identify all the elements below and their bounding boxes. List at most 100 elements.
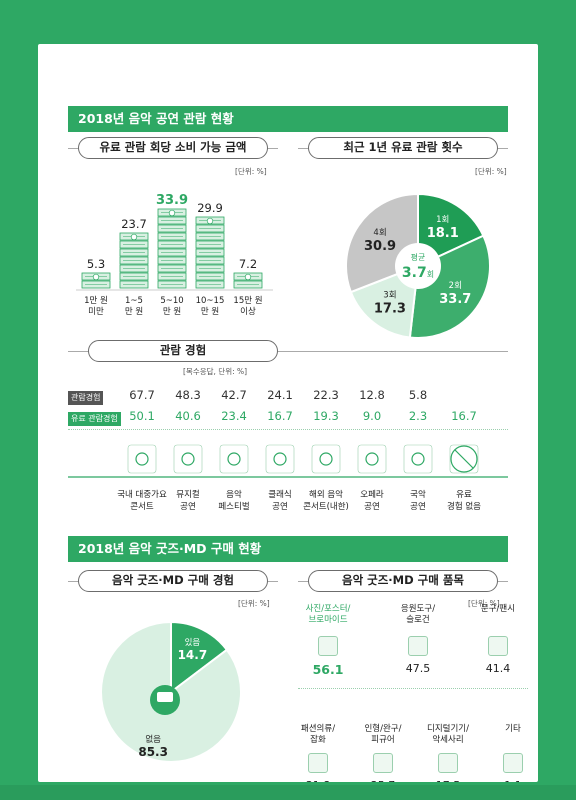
purchase-pie-value: 85.3 xyxy=(138,745,168,759)
spend-bar-value: 33.9 xyxy=(156,193,188,208)
purchase-pie-label: 없음 xyxy=(145,735,161,745)
spend-title: 유료 관람 회당 소비 가능 금액 xyxy=(78,137,268,159)
experience-value: 12.8 xyxy=(359,388,385,402)
goods-item-label: 문구/팬시 xyxy=(480,604,516,614)
experience-value: 42.7 xyxy=(221,388,247,402)
spend-category-label: 이상 xyxy=(240,306,256,317)
section2-header: 2018년 음악 굿즈·MD 구매 현황 xyxy=(68,536,508,562)
paid-experience-value: 50.1 xyxy=(129,409,155,423)
clothing-icon xyxy=(308,753,328,773)
goods-item-label: 인형/완구/피규어 xyxy=(364,724,402,745)
smartphone-icon xyxy=(438,753,458,773)
infographic-page: 2018년 음악 공연 관람 현황 유료 관람 회당 소비 가능 금액 [단위:… xyxy=(38,44,538,782)
goods-item-label: 패션의류/잡화 xyxy=(300,724,336,745)
spend-unit: [단위: %] xyxy=(235,167,267,176)
purchase-pie-label: 있음 xyxy=(185,637,201,648)
spend-category-label: 10~15 xyxy=(196,296,225,306)
spend-category-label: 5~10 xyxy=(160,296,183,306)
average-label: 평균 xyxy=(411,252,426,262)
count-title: 최근 1년 유료 관람 횟수 xyxy=(308,137,498,159)
goods-item-value: 41.4 xyxy=(485,662,511,675)
shopping-bag-icon xyxy=(503,753,523,773)
purchase-unit: [단위: %] xyxy=(238,599,270,608)
spend-bar xyxy=(195,216,225,289)
goods-item-value: 56.1 xyxy=(312,662,344,677)
count-pie-slice xyxy=(349,264,420,339)
experience-category: 국악 공연 xyxy=(410,490,426,512)
spend-bar-value: 29.9 xyxy=(197,201,223,215)
experience-title-line xyxy=(68,351,508,352)
festival-stage-icon xyxy=(219,444,249,474)
goods-item-label: 사진/포스터/브로마이드 xyxy=(305,604,351,625)
spend-bar xyxy=(119,232,149,289)
goods-item-value: 25.7 xyxy=(353,779,413,782)
spend-category-label: 만 원 xyxy=(201,307,219,317)
spend-bar xyxy=(81,272,111,289)
count-pie-value: 18.1 xyxy=(427,226,459,241)
goods-item-value: 31.8 xyxy=(288,779,348,782)
experience-category: 클래식 공연 xyxy=(268,490,292,512)
experience-category: 뮤지컬 공연 xyxy=(176,490,200,512)
gayageum-icon xyxy=(403,444,433,474)
average-value: 3.7회 xyxy=(402,265,434,281)
spend-category-label: 1만 원 xyxy=(84,296,108,306)
experience-value: 48.3 xyxy=(175,388,201,402)
section1-header: 2018년 음악 공연 관람 현황 xyxy=(68,106,508,132)
count-pie-value: 30.9 xyxy=(364,239,396,254)
experience-category: 오페라 공연 xyxy=(360,490,384,512)
spend-bar-value: 23.7 xyxy=(121,217,147,231)
drum-kit-icon xyxy=(127,444,157,474)
cheering-stick-icon xyxy=(408,636,428,656)
experience-category: 해외 음악 콘서트(내한) xyxy=(303,490,349,512)
no-ticket-icon xyxy=(449,444,479,474)
experience-icons xyxy=(68,444,508,478)
experience-row2-label: 유료 관람경험 xyxy=(68,412,121,426)
spend-bar-value: 7.2 xyxy=(239,257,257,271)
paid-experience-value: 2.3 xyxy=(408,409,428,423)
violin-icon xyxy=(265,444,295,474)
doll-icon xyxy=(373,753,393,773)
count-pie-label: 4회 xyxy=(373,228,386,238)
experience-value: 22.3 xyxy=(313,388,339,402)
goods-item-value: 47.5 xyxy=(405,662,431,675)
goods-items: 사진/포스터/브로마이드 56.1 응원도구/슬로건 47.5 문구/팬시 41.4 패션의… xyxy=(288,604,528,782)
items-unit: [단위: %] xyxy=(468,599,500,608)
count-pie-slice xyxy=(417,192,485,268)
experience-value: 67.7 xyxy=(129,388,155,402)
count-pie-value: 17.3 xyxy=(374,301,406,316)
paid-experience-value: 16.7 xyxy=(267,409,293,423)
spend-bar xyxy=(157,208,187,289)
experience-title: 관람 경험 xyxy=(88,340,278,362)
paid-experience-value: 40.6 xyxy=(175,409,201,423)
paid-experience-value: 19.3 xyxy=(313,409,339,423)
experience-value: 24.1 xyxy=(267,388,293,402)
items-title: 음악 굿즈·MD 구매 품목 xyxy=(308,570,498,592)
spend-bar-value: 5.3 xyxy=(87,257,105,271)
spend-category-label: 미만 xyxy=(88,307,104,317)
spend-category-label: 15만 원 xyxy=(233,296,262,306)
goods-item-label: 기타 xyxy=(505,724,521,734)
goods-item-label: 응원도구/슬로건 xyxy=(400,604,436,625)
stationery-icon xyxy=(488,636,508,656)
purchase-pie-slice xyxy=(170,620,229,695)
count-pie-value: 33.7 xyxy=(439,292,471,307)
experience-row1-label: 관람경험 xyxy=(68,391,104,405)
concert-ticket-icon xyxy=(311,444,341,474)
goods-item-value: 17.5 xyxy=(418,779,478,782)
count-pie-label: 3회 xyxy=(383,290,396,300)
spend-bar xyxy=(233,272,263,289)
photo-poster-icon xyxy=(318,636,338,656)
opera-mask-icon xyxy=(357,444,387,474)
experience-unit: [복수응답, 단위: %] xyxy=(183,367,248,376)
spend-category-label: 만 원 xyxy=(125,307,143,317)
musical-couple-icon xyxy=(173,444,203,474)
experience-category: 음악 페스티벌 xyxy=(218,490,250,512)
paid-experience-value: 23.4 xyxy=(221,409,247,423)
ticket-shape xyxy=(157,692,173,702)
experience-table: 관람경험 유료 관람경험 67.7 48.3 42.7 24.1 22.3 12.8 5.8… xyxy=(38,379,538,529)
experience-category: 국내 대중가요 콘서트 xyxy=(117,490,167,512)
spend-category-label: 만 원 xyxy=(163,307,181,317)
spend-category-label: 1~5 xyxy=(125,296,143,306)
